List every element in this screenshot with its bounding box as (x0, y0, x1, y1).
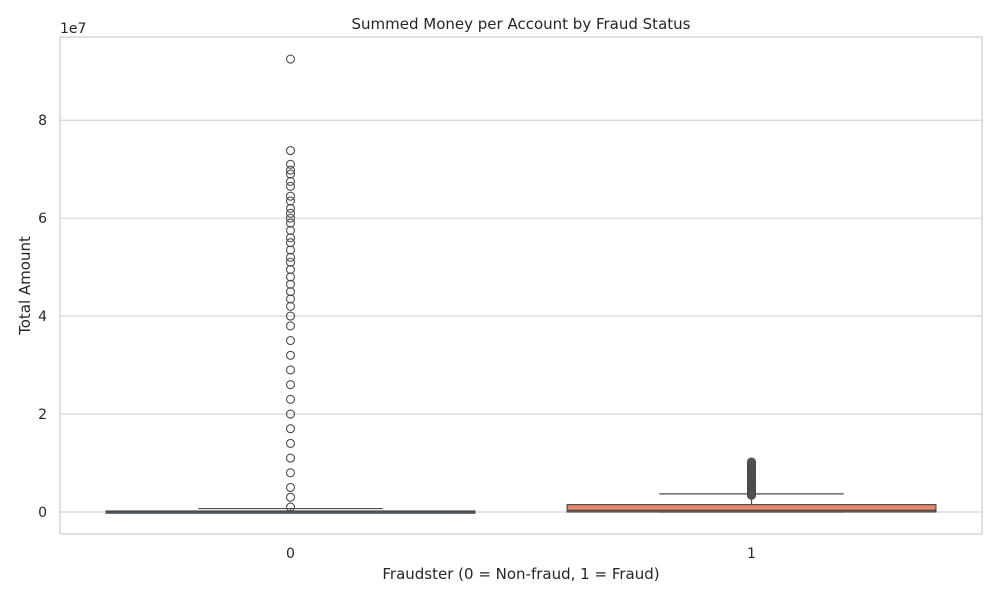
outlier-point (285, 252, 296, 262)
outlier-point (285, 165, 296, 175)
outlier-point (285, 191, 296, 201)
outlier-point (285, 265, 296, 275)
outlier-point (285, 233, 296, 243)
y-axis-offset-label: 1e7 (60, 21, 86, 37)
outlier-point (285, 409, 296, 419)
outlier-point (285, 159, 296, 169)
y-tick-label: 8 (38, 113, 47, 129)
outlier-point (285, 279, 296, 289)
outlier-point (746, 457, 757, 467)
outlier-point (285, 311, 296, 321)
outlier-layer (285, 54, 757, 512)
outlier-point (285, 336, 296, 346)
outlier-point (285, 245, 296, 255)
outlier-point (285, 225, 296, 235)
outlier-point (285, 321, 296, 331)
y-tick-label: 2 (38, 407, 47, 423)
outlier-point (285, 272, 296, 282)
outlier-point (285, 208, 296, 218)
y-axis-title: Total Amount (16, 236, 34, 336)
box-body (566, 504, 937, 513)
outlier-point (285, 424, 296, 434)
outlier-point (285, 468, 296, 478)
outlier-point (285, 287, 296, 297)
outlier-point (285, 294, 296, 304)
grid-layer (60, 119, 982, 513)
outlier-point (285, 502, 296, 512)
outlier-point (285, 146, 296, 156)
outlier-point (285, 453, 296, 463)
x-tick-label: 1 (747, 546, 756, 562)
outlier-point (285, 350, 296, 360)
outlier-point (285, 257, 296, 267)
outlier-point (285, 181, 296, 191)
outlier-point (285, 438, 296, 448)
plot-frame (59, 36, 983, 535)
y-tick-label: 0 (38, 505, 47, 521)
box-layer (105, 493, 937, 514)
outlier-point (285, 169, 296, 179)
outlier-point (285, 238, 296, 248)
y-tick-label: 6 (38, 211, 47, 227)
chart-title: Summed Money per Account by Fraud Status (352, 15, 691, 33)
outlier-point (285, 301, 296, 311)
outlier-point (285, 196, 296, 206)
outlier-point (285, 365, 296, 375)
outlier-point (285, 213, 296, 223)
outlier-point (285, 218, 296, 228)
outlier-point (285, 394, 296, 404)
outlier-point (285, 380, 296, 390)
y-tick-label: 4 (38, 309, 47, 325)
outlier-point (285, 54, 296, 64)
x-tick-label: 0 (286, 546, 295, 562)
outlier-point (285, 482, 296, 493)
outlier-point (285, 492, 296, 502)
outlier-point (285, 176, 296, 186)
y-tick-labels: 0 2 4 6 8 (38, 113, 47, 521)
x-axis-title: Fraudster (0 = Non-fraud, 1 = Fraud) (382, 565, 659, 583)
outlier-point (285, 203, 296, 213)
